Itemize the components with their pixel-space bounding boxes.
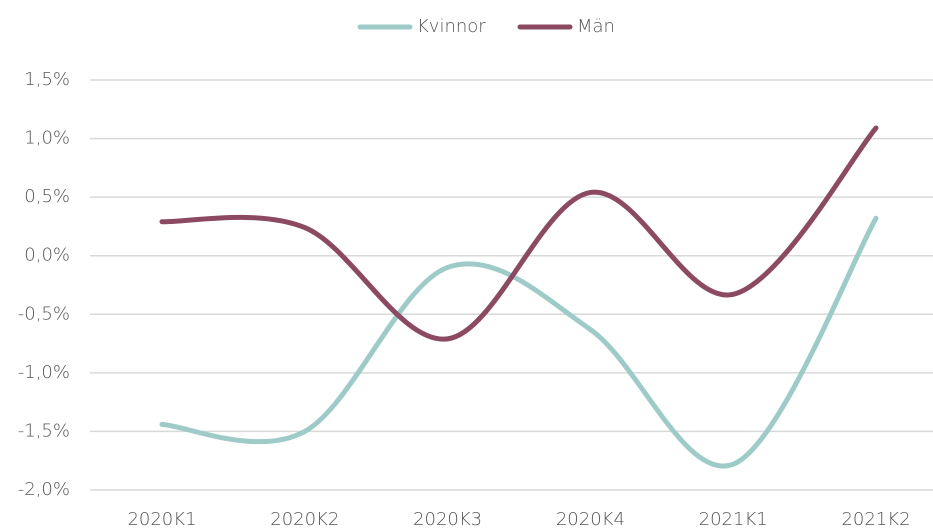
y-tick-label: 1,5%: [24, 69, 70, 90]
legend-label: Män: [577, 16, 615, 37]
y-tick-label: 1,0%: [24, 128, 70, 149]
y-tick-label: -1,5%: [18, 420, 70, 441]
x-tick-label: 2021K2: [841, 509, 910, 530]
y-tick-label: -0,5%: [18, 303, 70, 324]
y-tick-label: 0,5%: [24, 186, 70, 207]
x-tick-label: 2020K4: [556, 509, 625, 530]
y-tick-label: -2,0%: [18, 479, 70, 500]
y-tick-label: -1,0%: [18, 362, 70, 383]
x-tick-label: 2020K3: [413, 509, 482, 530]
x-tick-label: 2021K1: [699, 509, 768, 530]
y-tick-label: 0,0%: [24, 245, 70, 266]
series-line: [159, 125, 879, 342]
x-tick-label: 2020K1: [127, 509, 196, 530]
legend-label: Kvinnor: [417, 16, 486, 37]
x-tick-label: 2020K2: [270, 509, 339, 530]
series-line: [159, 215, 879, 469]
